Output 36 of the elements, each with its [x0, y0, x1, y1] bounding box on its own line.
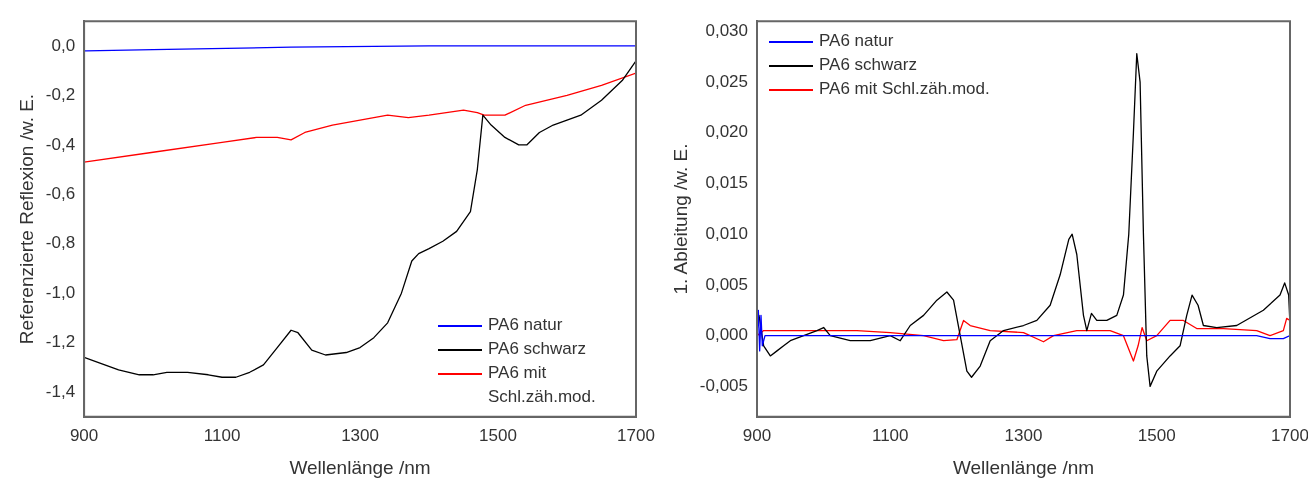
x-axis-title: Wellenlänge /nm — [289, 456, 431, 478]
legend-label: PA6 natur — [819, 30, 894, 53]
y-tick-label: -0,2 — [45, 85, 76, 105]
y-axis-title: Referenzierte Reflexion /w. E. — [15, 93, 37, 345]
y-tick-label: 0,015 — [705, 173, 748, 193]
y-tick-label: -0,6 — [45, 183, 76, 203]
x-tick-label: 1300 — [341, 425, 379, 445]
legend-label: PA6 schwarz — [819, 54, 917, 77]
y-axis-title: 1. Ableitung /w. E. — [669, 143, 691, 295]
x-tick-label: 1300 — [1004, 425, 1043, 445]
legend-label: PA6 natur — [488, 313, 563, 336]
y-tick-label: -0,8 — [45, 233, 76, 253]
x-tick-label: 900 — [742, 425, 772, 445]
y-tick-label: 0,030 — [705, 21, 748, 41]
y-tick-label: 0,005 — [705, 274, 748, 294]
y-tick-label: 0,000 — [705, 325, 748, 345]
x-tick-label: 900 — [69, 425, 99, 445]
x-tick-label: 1500 — [1137, 425, 1176, 445]
x-tick-label: 1100 — [871, 425, 909, 445]
y-tick-label: -0,4 — [45, 134, 76, 154]
legend-label: PA6 schwarz — [488, 337, 586, 360]
y-tick-label: 0,010 — [705, 223, 748, 243]
x-tick-label: 1700 — [1271, 425, 1308, 445]
x-tick-label: 1700 — [617, 425, 655, 445]
y-tick-label: -1,0 — [45, 282, 76, 302]
y-tick-label: -1,4 — [45, 381, 76, 401]
x-tick-label: 1100 — [203, 425, 241, 445]
y-tick-label: 0,0 — [51, 35, 76, 55]
legend-label: PA6 mit Schl.zäh.mod. — [488, 361, 597, 408]
y-tick-label: 0,025 — [705, 71, 748, 91]
x-axis-title: Wellenlänge /nm — [952, 456, 1095, 478]
y-tick-label: -1,2 — [45, 332, 76, 352]
legend-label: PA6 mit Schl.zäh.mod. — [819, 78, 990, 101]
y-tick-label: 0,020 — [705, 122, 748, 142]
y-tick-label: -0,005 — [699, 376, 748, 396]
x-tick-label: 1500 — [479, 425, 517, 445]
